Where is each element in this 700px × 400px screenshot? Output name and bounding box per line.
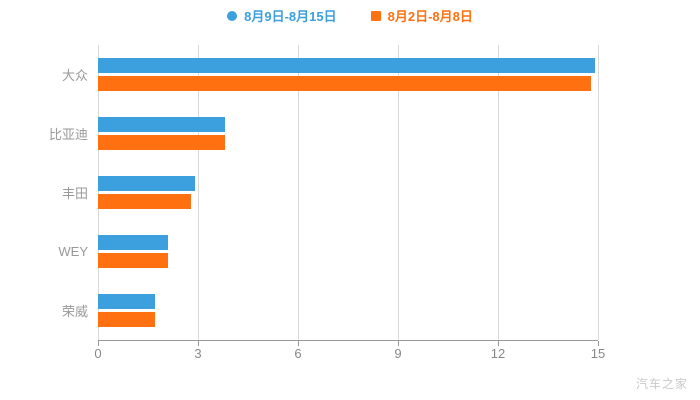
category-label: 丰田 <box>61 186 88 201</box>
x-tick-mark <box>498 341 499 346</box>
bar-group <box>98 163 598 222</box>
x-tick-label: 15 <box>590 346 606 361</box>
bar-week-current[interactable] <box>98 176 195 191</box>
bar-week-current[interactable] <box>98 58 595 73</box>
gridline <box>98 45 99 340</box>
legend-square-icon <box>370 10 381 21</box>
x-tick-mark <box>398 341 399 346</box>
x-tick-label: 9 <box>394 346 402 361</box>
legend-item-week-previous[interactable]: 8月2日-8月8日 <box>370 6 473 25</box>
x-tick-mark <box>298 341 299 346</box>
x-tick-mark <box>598 341 599 346</box>
bar-week-previous[interactable] <box>98 76 592 91</box>
x-tick-mark <box>198 341 199 346</box>
x-tick-mark <box>98 341 99 346</box>
gridline <box>198 45 199 340</box>
watermark: 汽车之家 <box>635 377 688 391</box>
gridline <box>598 45 599 340</box>
category-label: WEY <box>58 244 88 259</box>
legend: 8月9日-8月15日 8月2日-8月8日 <box>0 6 700 25</box>
gridline <box>298 45 299 340</box>
legend-label-week-previous: 8月2日-8月8日 <box>387 9 473 24</box>
x-tick-label: 12 <box>490 346 506 361</box>
category-label: 荣威 <box>61 304 88 319</box>
x-tick-label: 6 <box>294 346 302 361</box>
legend-circle-icon <box>227 10 238 21</box>
category-label: 大众 <box>61 68 88 83</box>
bar-rows <box>98 45 598 340</box>
bar-week-previous[interactable] <box>98 312 155 327</box>
bar-week-previous[interactable] <box>98 194 192 209</box>
bar-group <box>98 45 598 104</box>
x-tick-label: 0 <box>94 346 102 361</box>
gridline <box>398 45 399 340</box>
x-tick-label: 3 <box>194 346 202 361</box>
bar-week-current[interactable] <box>98 117 225 132</box>
category-label: 比亚迪 <box>48 127 88 142</box>
bar-group <box>98 222 598 281</box>
bar-group <box>98 104 598 163</box>
bar-week-current[interactable] <box>98 235 168 250</box>
legend-item-week-current[interactable]: 8月9日-8月15日 <box>227 6 337 25</box>
bar-week-previous[interactable] <box>98 253 168 268</box>
y-axis-labels: 大众比亚迪丰田 WEY 荣威 <box>0 45 88 340</box>
bar-group <box>98 281 598 340</box>
gridline <box>498 45 499 340</box>
legend-label-week-current: 8月9日-8月15日 <box>244 9 337 24</box>
bar-week-previous[interactable] <box>98 135 225 150</box>
plot-area <box>98 45 599 341</box>
bar-week-current[interactable] <box>98 294 155 309</box>
